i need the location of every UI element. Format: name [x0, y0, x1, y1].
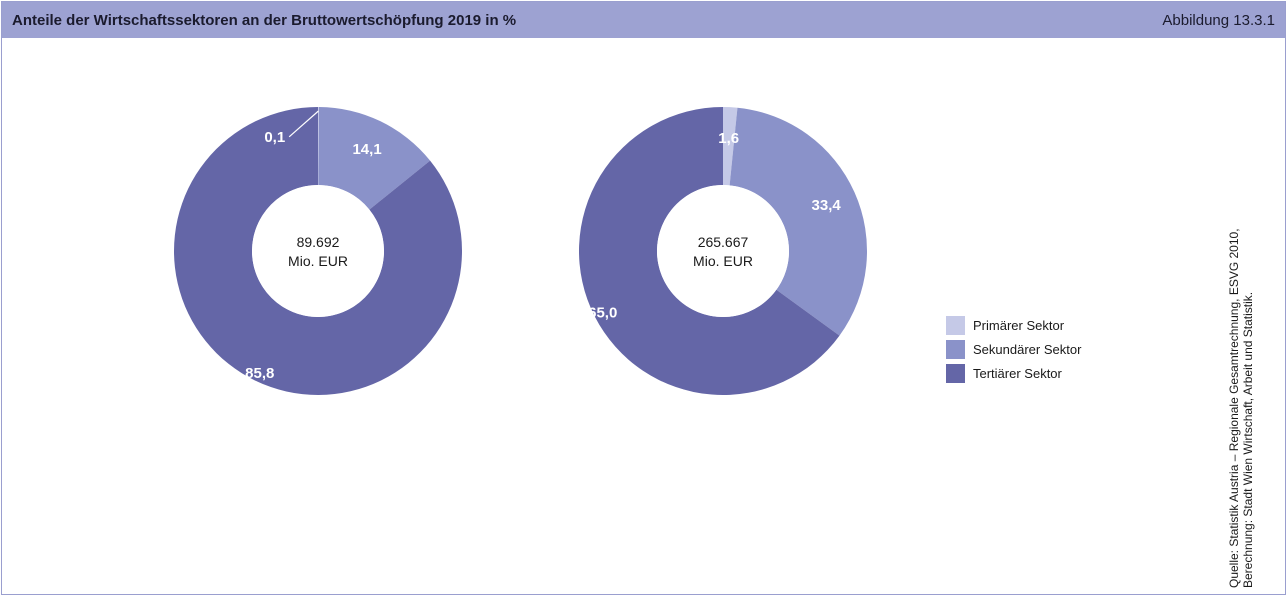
- slice-wien-primaer: [318, 107, 319, 186]
- legend-item-tertiaer: Tertiärer Sektor: [946, 361, 1081, 385]
- source-note: Quelle: Statistik Austria – Regionale Ge…: [1227, 168, 1255, 588]
- value-label-oesterreich-sekundaer: 33,4: [812, 197, 842, 214]
- donut-hole-wien: [252, 185, 384, 317]
- legend-item-primaer: Primärer Sektor: [946, 313, 1081, 337]
- donut-hole-oesterreich: [657, 185, 789, 317]
- legend-label-tertiaer: Tertiärer Sektor: [973, 365, 1062, 381]
- legend-swatch-sekundaer: [946, 339, 965, 359]
- slice-oesterreich-sekundaer: [729, 107, 867, 336]
- value-label-oesterreich-tertiaer: 65,0: [588, 304, 617, 321]
- center-unit-oesterreich: Mio. EUR: [693, 253, 753, 269]
- value-label-oesterreich-primaer: 1,6: [718, 130, 739, 147]
- figure-header: Anteile der Wirtschaftssektoren an der B…: [2, 2, 1285, 38]
- legend-swatch-tertiaer: [946, 363, 965, 383]
- legend-swatch-primaer: [946, 315, 965, 335]
- legend-item-sekundaer: Sekundärer Sektor: [946, 337, 1081, 361]
- source-line-2: Berechnung: Stadt Wien Wirtschaft, Arbei…: [1241, 291, 1255, 588]
- figure-title: Anteile der Wirtschaftssektoren an der B…: [12, 11, 517, 29]
- leader-line-wien-primaer: [288, 110, 319, 138]
- center-value-wien: 89.692: [297, 234, 340, 250]
- center-value-oesterreich: 265.667: [698, 234, 749, 250]
- legend-label-primaer: Primärer Sektor: [973, 317, 1065, 333]
- slice-wien-tertiaer: [174, 107, 463, 395]
- figure-number: Abbildung 13.3.1: [1162, 11, 1275, 29]
- legend: Primärer Sektor Sekundärer Sektor Tertiä…: [946, 313, 1081, 385]
- source-line-1: Quelle: Statistik Austria – Regionale Ge…: [1227, 228, 1241, 588]
- value-label-wien-primaer: 0,1: [264, 129, 285, 146]
- legend-label-sekundaer: Sekundärer Sektor: [973, 341, 1082, 357]
- value-label-wien-sekundaer: 14,1: [352, 141, 381, 158]
- slice-oesterreich-tertiaer: [579, 107, 840, 395]
- center-unit-wien: Mio. EUR: [288, 253, 348, 269]
- slice-wien-sekundaer: [318, 107, 431, 210]
- slice-oesterreich-primaer: [723, 107, 738, 186]
- value-label-wien-tertiaer: 85,8: [245, 365, 274, 382]
